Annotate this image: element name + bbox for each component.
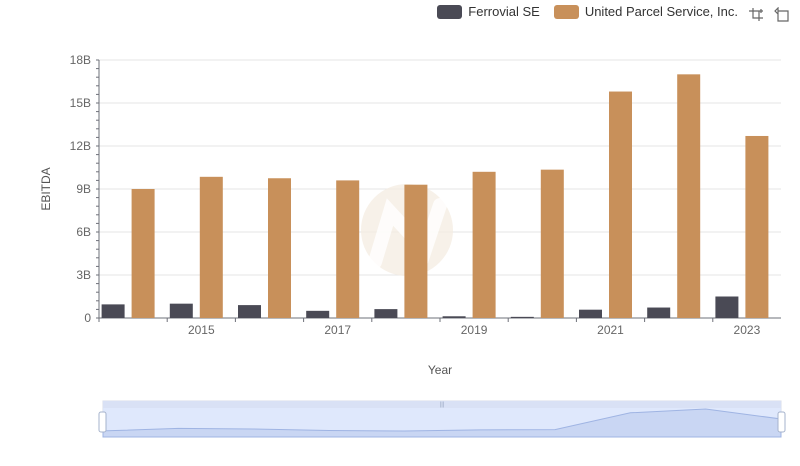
y-axis-title: EBITDA (39, 167, 53, 210)
bar (647, 307, 671, 318)
y-axis: 0 3B 6B 9B 12B 15B 18B (70, 53, 100, 325)
bar (442, 316, 466, 318)
y-tick-label: 0 (84, 311, 91, 325)
bar (745, 135, 769, 318)
bar (677, 74, 701, 318)
y-tick-label: 6B (76, 225, 91, 239)
y-tick-label: 12B (70, 139, 91, 153)
bars (101, 74, 769, 319)
bar (169, 303, 193, 318)
x-axis-title: Year (428, 363, 452, 377)
legend-item-ups[interactable]: United Parcel Service, Inc. (553, 4, 738, 19)
x-tick-label: 2015 (188, 323, 215, 337)
slider-grip[interactable]: ||| (440, 402, 445, 408)
y-tick-label: 18B (70, 53, 91, 67)
x-tick-label: 2017 (324, 323, 351, 337)
toolbox (748, 7, 790, 23)
slider-preview-area (102, 408, 782, 438)
bar (609, 91, 632, 319)
legend-swatch (437, 4, 463, 19)
legend-label: United Parcel Service, Inc. (584, 4, 738, 19)
zoom-icon[interactable] (748, 7, 764, 23)
legend-swatch (553, 4, 579, 19)
x-tick-label: 2019 (461, 323, 488, 337)
bar (579, 309, 602, 318)
y-tick-label: 9B (76, 182, 91, 196)
x-tick-label: 2023 (734, 323, 761, 337)
legend-label: Ferrovial SE (468, 4, 540, 19)
bar (131, 189, 155, 318)
bar (238, 305, 261, 318)
bar (101, 304, 125, 318)
bar (715, 296, 739, 318)
slider-handle-left[interactable] (98, 411, 107, 433)
bar (510, 316, 534, 318)
y-tick-label: 3B (76, 268, 91, 282)
bar (336, 180, 360, 318)
legend-item-ferrovial[interactable]: Ferrovial SE (437, 4, 540, 19)
x-tick-label: 2021 (597, 323, 624, 337)
bar (404, 184, 428, 318)
slider-top-bar[interactable] (103, 401, 781, 408)
bar (306, 310, 330, 318)
bar (268, 178, 291, 318)
legend: Ferrovial SE United Parcel Service, Inc. (437, 4, 738, 19)
bar (199, 176, 223, 318)
data-zoom-slider[interactable]: ||| (98, 400, 786, 438)
slider-handle-right[interactable] (777, 411, 786, 433)
bar (472, 171, 496, 318)
x-axis: 2015 2017 2019 2021 2023 (98, 317, 781, 337)
restore-icon[interactable] (774, 7, 790, 23)
bar (540, 169, 564, 318)
bar (374, 309, 398, 318)
y-tick-label: 15B (70, 96, 91, 110)
